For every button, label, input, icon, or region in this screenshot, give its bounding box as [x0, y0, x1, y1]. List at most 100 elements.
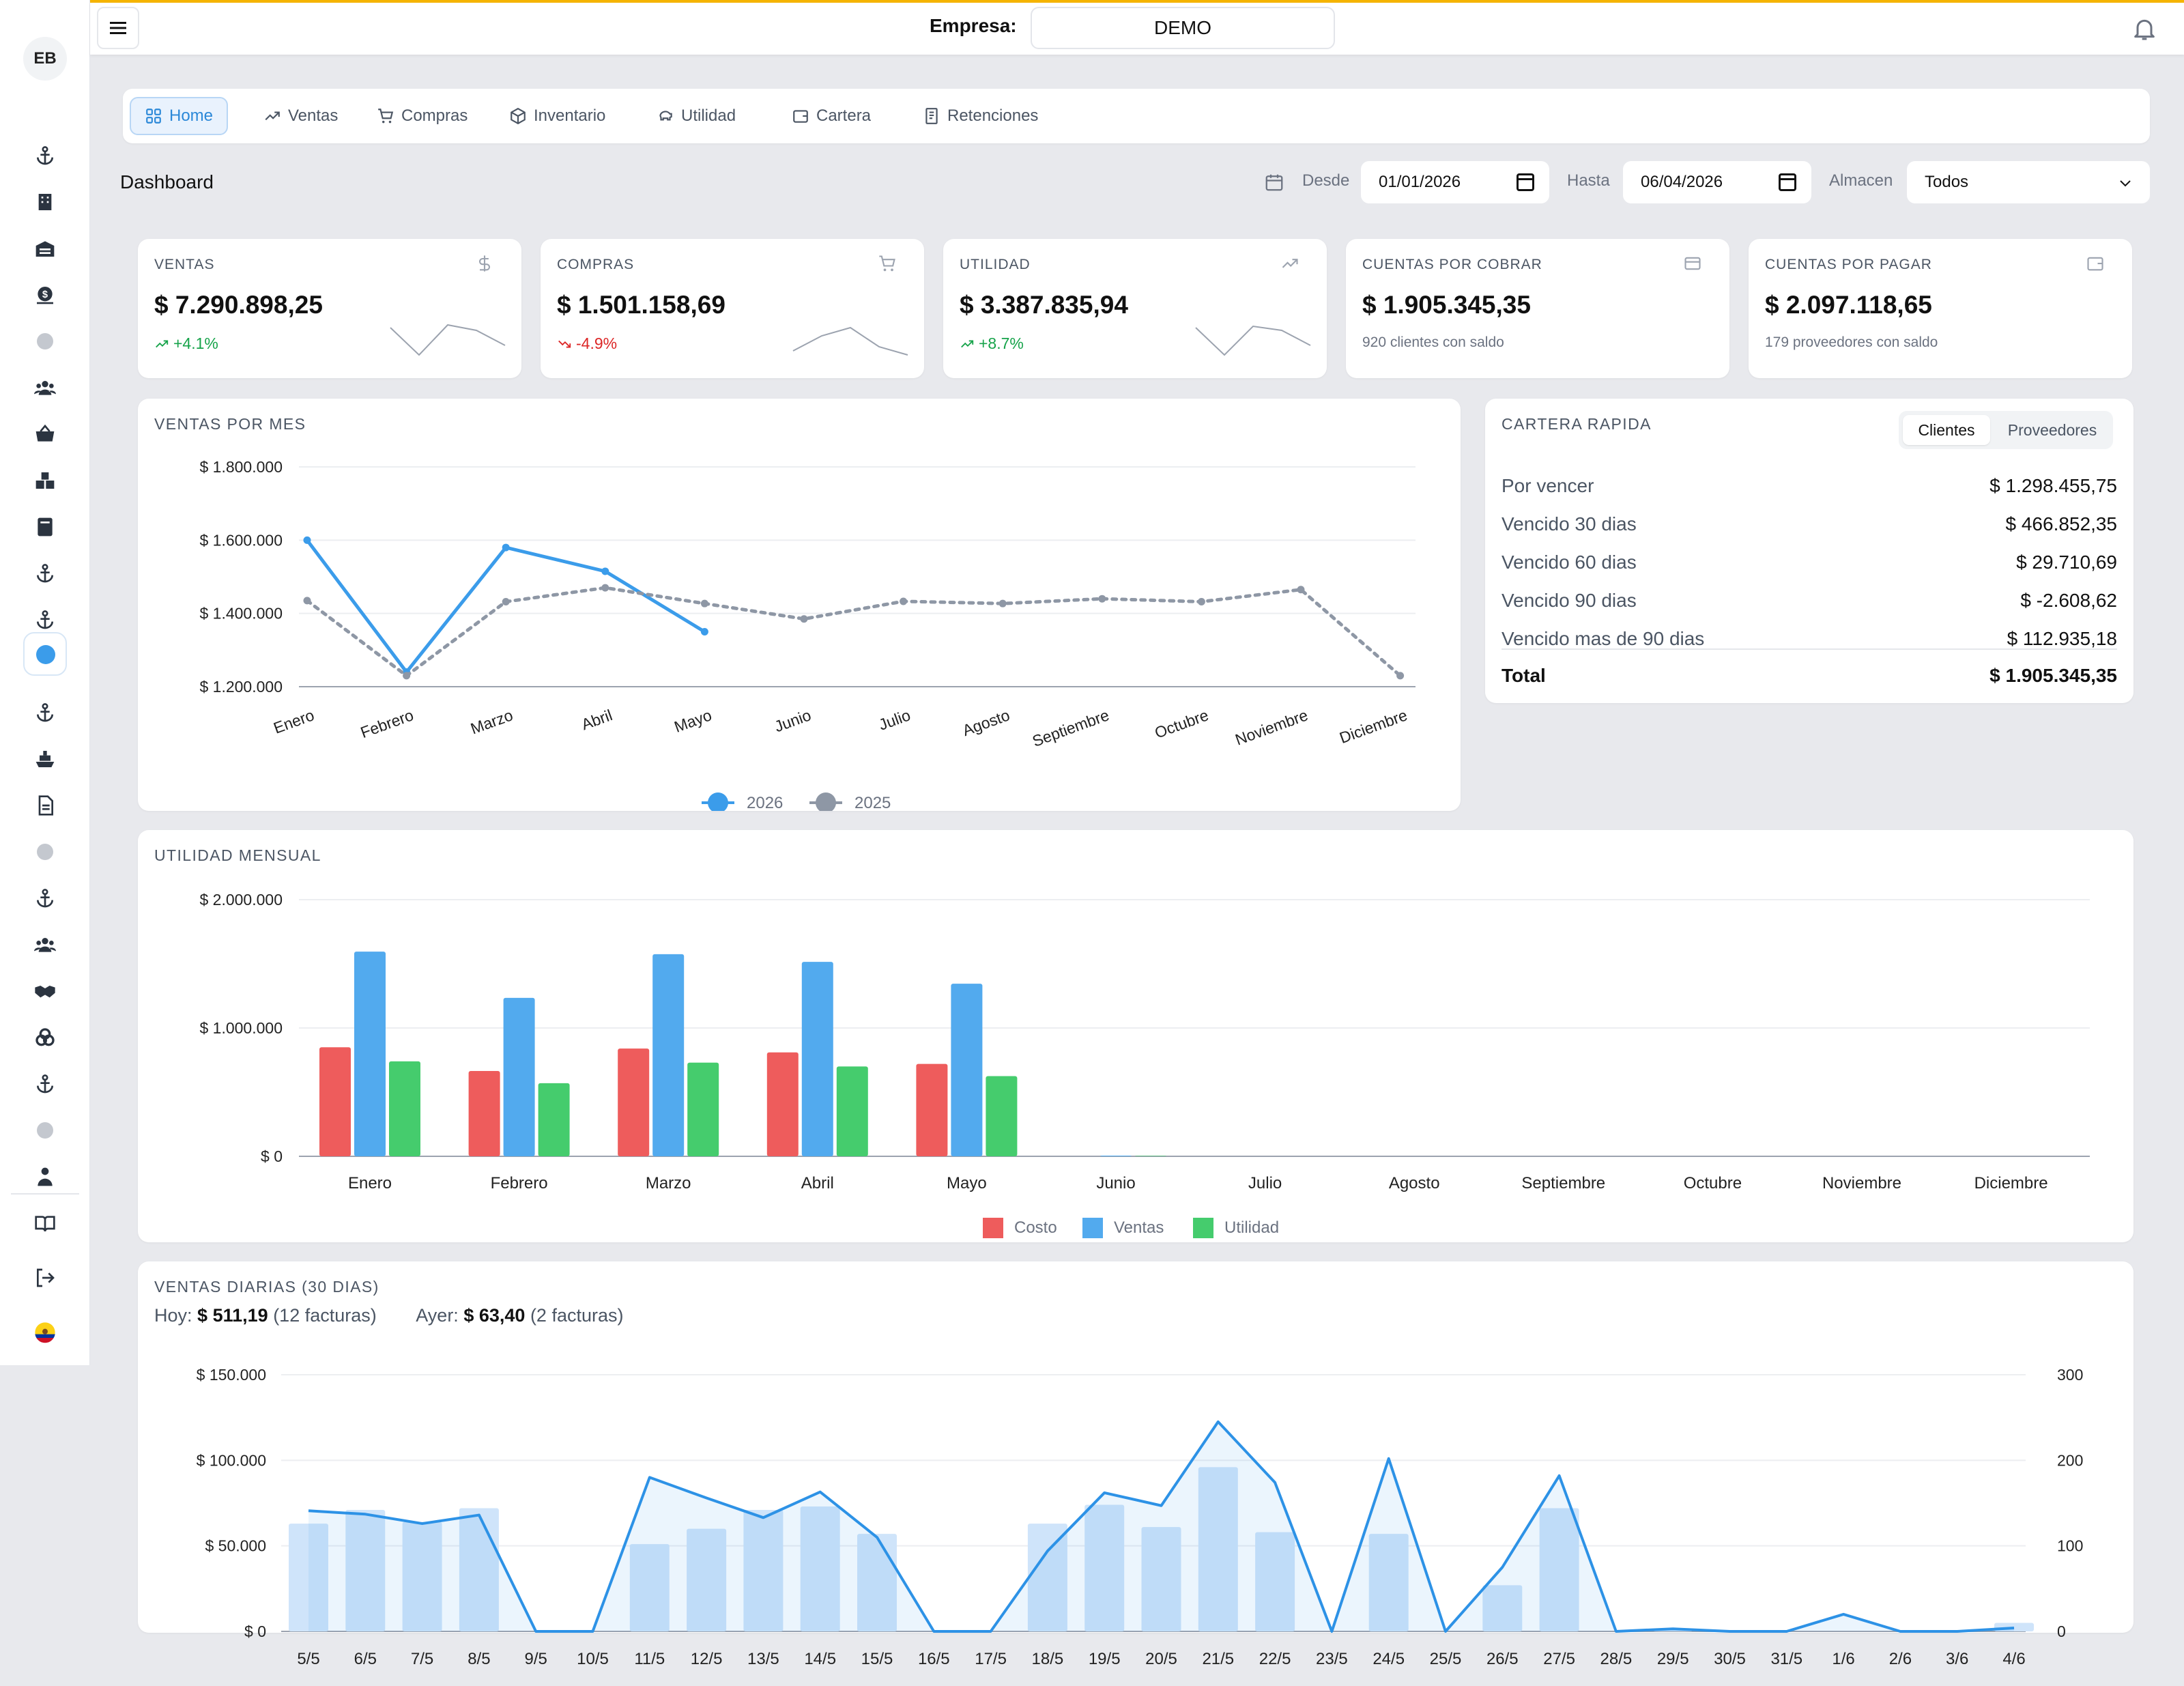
x-tick-label: 31/5 — [1770, 1650, 1802, 1668]
x-tick-label: Abril — [579, 706, 614, 733]
bar-costo — [468, 1070, 500, 1156]
sidebar-item-document[interactable] — [31, 792, 59, 819]
user-avatar[interactable]: EB — [23, 37, 67, 81]
data-point-2025 — [800, 615, 808, 623]
calendar-picker-icon[interactable] — [1779, 173, 1796, 191]
circle-icon — [37, 333, 53, 349]
document-icon — [38, 795, 53, 816]
x-tick-label: 27/5 — [1543, 1650, 1575, 1668]
svg-text:$: $ — [42, 289, 48, 300]
x-tick-label: Diciembre — [1974, 1174, 2048, 1192]
desde-date-input[interactable]: 01/01/2026 — [1361, 161, 1549, 203]
data-point-2025 — [1098, 595, 1106, 603]
kpi-card-cuentas-por-pagar: CUENTAS POR PAGAR $ 2.097.118,65 179 pro… — [1749, 239, 2132, 378]
trend-up-icon — [265, 111, 280, 121]
x-tick-label: 17/5 — [975, 1650, 1007, 1668]
money-icon: $ — [37, 287, 53, 304]
cartera-toggle: Clientes Proveedores — [1899, 411, 2113, 449]
flag-icon — [35, 1322, 55, 1343]
sidebar-item-circle[interactable] — [31, 1117, 59, 1144]
tab-label: Home — [169, 106, 214, 125]
x-tick-label: 16/5 — [918, 1650, 950, 1668]
hasta-label: Hasta — [1567, 171, 1610, 190]
bell-icon[interactable] — [2131, 15, 2158, 42]
ventas-diarias-card: VENTAS DIARIAS (30 DIAS) Hoy: $ 511,19 (… — [138, 1261, 2133, 1633]
row-label: Vencido mas de 90 dias — [1502, 628, 1705, 649]
sidebar-item-users[interactable] — [31, 374, 59, 401]
sidebar-item-anchor[interactable] — [31, 560, 59, 587]
toggle-clientes[interactable]: Clientes — [1903, 415, 1990, 445]
tab-utilidad[interactable]: Utilidad — [643, 97, 749, 135]
desde-label: Desde — [1302, 171, 1350, 190]
hasta-date-input[interactable]: 06/04/2026 — [1623, 161, 1811, 203]
sidebar-item-anchor[interactable] — [31, 885, 59, 912]
tab-home[interactable]: Home — [130, 97, 229, 135]
sidebar-item-book-open[interactable] — [31, 1210, 59, 1237]
sidebar-item-handshake[interactable] — [31, 977, 59, 1005]
x-tick-label: Marzo — [468, 706, 515, 737]
sidebar-item-ship[interactable] — [31, 745, 59, 773]
cartera-row: Vencido mas de 90 dias $ 112.935,18 — [1502, 625, 2117, 653]
tab-ventas[interactable]: Ventas — [250, 97, 351, 135]
trend-up-icon — [1282, 259, 1298, 268]
sidebar-item-anchor[interactable] — [31, 699, 59, 726]
tab-compras[interactable]: Compras — [363, 97, 481, 135]
language-flag[interactable] — [31, 1319, 59, 1346]
data-point-2025 — [502, 597, 510, 605]
piggy-bank-icon — [659, 111, 672, 121]
building-icon — [38, 194, 52, 210]
tab-cartera[interactable]: Cartera — [778, 97, 885, 135]
toggle-proveedores[interactable]: Proveedores — [2007, 420, 2097, 439]
sidebar-item-active[interactable] — [23, 632, 67, 676]
sidebar-item-anchor[interactable] — [31, 1070, 59, 1098]
cart-icon — [378, 109, 394, 124]
sparkline — [792, 326, 908, 356]
tab-retenciones[interactable]: Retenciones — [909, 97, 1052, 135]
sidebar-item-logout[interactable] — [31, 1264, 59, 1291]
anchor-icon — [37, 146, 53, 165]
handshake-icon — [35, 986, 55, 998]
kpi-sub: 179 proveedores con saldo — [1765, 334, 1938, 350]
trend-up-icon — [156, 340, 169, 347]
sidebar-item-book[interactable] — [31, 513, 59, 541]
data-point-2025 — [403, 672, 411, 680]
tab-inventario[interactable]: Inventario — [495, 97, 619, 135]
kpi-value: $ 1.905.345,35 — [1362, 291, 1531, 319]
sidebar-item-building[interactable] — [31, 188, 59, 216]
row-value: $ 29.710,69 — [2016, 552, 2117, 573]
circle-icon — [37, 844, 53, 860]
sidebar-item-boxes[interactable] — [31, 467, 59, 494]
kpi-change-value: +4.1% — [173, 334, 218, 352]
sidebar-item-warehouse[interactable] — [31, 235, 59, 262]
empresa-select[interactable]: DEMO — [1031, 7, 1335, 49]
sidebar-item-anchor[interactable] — [31, 606, 59, 633]
divider — [1502, 648, 2117, 650]
sidebar-item-circle[interactable] — [31, 838, 59, 866]
almacen-select[interactable]: Todos — [1907, 161, 2150, 203]
wallet-icon — [2087, 257, 2103, 271]
x-tick-label: 15/5 — [861, 1650, 893, 1668]
box-icon — [511, 107, 526, 125]
sidebar-item-circle[interactable] — [31, 328, 59, 355]
cartera-total-row: Total $ 1.905.345,35 — [1502, 662, 2117, 689]
sidebar-item-money[interactable]: $ — [31, 281, 59, 309]
sidebar-item-person[interactable] — [31, 1163, 59, 1190]
x-tick-label: Enero — [271, 706, 317, 737]
calendar-picker-icon[interactable] — [1517, 173, 1534, 191]
sidebar-item-users[interactable] — [31, 931, 59, 958]
y-tick-label: $ 1.200.000 — [199, 678, 283, 696]
row-value: $ -2.608,62 — [2020, 590, 2117, 611]
kpi-label: UTILIDAD — [960, 257, 1031, 272]
menu-button[interactable] — [97, 7, 139, 49]
kpi-label: CUENTAS POR PAGAR — [1765, 257, 1932, 272]
kpi-change: -4.9% — [557, 334, 617, 353]
y-tick-label: $ 1.000.000 — [199, 1019, 283, 1037]
ventas-por-mes-card: VENTAS POR MES $ 1.200.000 $ 1.400.000 $ 1… — [138, 399, 1461, 811]
sidebar-item-cubes[interactable] — [31, 1024, 59, 1051]
sidebar-item-basket[interactable] — [31, 420, 59, 448]
kpi-value: $ 1.501.158,69 — [557, 291, 725, 319]
legend-marker — [816, 792, 836, 811]
trend-down-icon — [558, 340, 571, 347]
total-value: $ 1.905.345,35 — [1989, 665, 2117, 686]
sidebar-item-anchor[interactable] — [31, 142, 59, 169]
